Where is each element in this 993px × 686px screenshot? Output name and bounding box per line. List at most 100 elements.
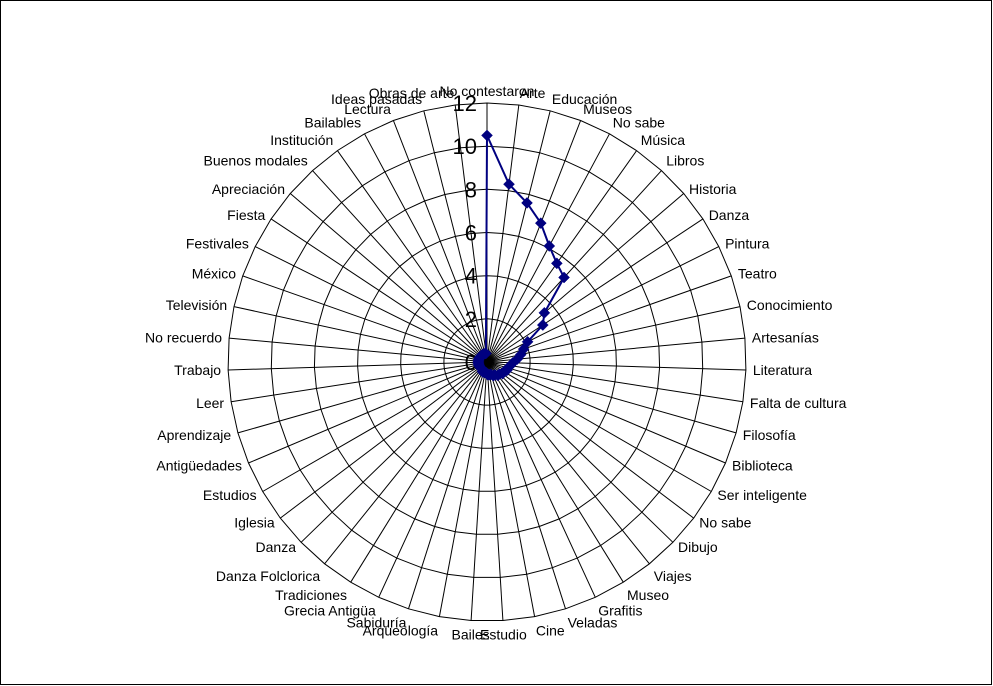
category-label: Pintura [725,235,770,251]
data-point [543,240,556,252]
category-label: Literatura [753,362,812,378]
spoke [254,246,488,363]
category-label: Veladas [568,615,618,631]
spoke [486,104,520,363]
spoke [486,361,737,434]
spoke [486,361,624,583]
spoke [454,104,488,363]
spoke [486,120,582,363]
category-label: Festivales [186,235,249,251]
gridline-10 [270,145,704,578]
spoke [486,193,685,363]
category-label: Bailes [452,627,490,643]
spoke [486,361,743,403]
spoke [486,361,695,519]
category-label: Sabiduría [346,615,406,631]
category-label: Historia [689,181,737,197]
category-label: México [192,266,237,282]
category-label: Cine [536,623,565,639]
spoke [262,361,488,492]
spoke [324,361,488,565]
spoke [270,218,488,363]
gridline-12 [227,102,747,621]
data-point [538,306,551,319]
spoke [289,193,488,363]
spoke [470,361,488,621]
spoke [486,170,662,363]
category-label: Ser inteligente [717,487,807,503]
spoke [242,275,488,363]
category-label: Bailables [304,115,361,131]
spoke [486,361,674,543]
tick-labels: 0 2 4 6 8 10 12 [453,91,477,375]
spoke [364,133,488,363]
category-label: Libros [666,152,704,168]
spoke [248,361,488,464]
data-point [521,197,533,209]
category-label: Museo [627,587,669,603]
category-label: Buenos modales [204,152,308,168]
data-point [480,347,492,360]
category-label: Grafitis [598,603,642,619]
spoke [486,361,566,609]
category-label: No recuerdo [145,330,222,346]
spoke [392,120,488,363]
category-label: Educación [552,91,617,107]
spoke [231,361,488,403]
spoke [486,361,726,464]
category-label: No sabe [699,514,751,530]
tick-label: 2 [465,307,477,332]
spoke [486,306,741,363]
spoke [408,361,488,609]
category-label: No contestaron [440,83,535,99]
gridline-8 [313,188,661,535]
gridline-4 [400,275,574,449]
category-label: Teatro [738,266,777,282]
category-label: Grecia Antigüa [284,603,376,619]
spoke [350,361,488,583]
spoke [279,361,488,519]
tick-label: 10 [453,134,477,159]
category-label: Apreciación [212,181,285,197]
spoke [486,361,746,371]
data-point [550,257,563,270]
category-label: Estudio [480,627,527,643]
spoke [300,361,488,543]
category-label: Viajes [654,568,692,584]
spoke [486,110,551,363]
spoke [312,170,488,363]
category-label: Artesanías [752,330,819,346]
tick-label: 8 [465,177,477,202]
category-label: Iglesia [234,514,275,530]
category-label: Institución [270,132,333,148]
gridline-6 [357,231,617,492]
spoke [486,361,650,565]
category-label: No sabe [613,115,665,131]
category-label: Dibujo [678,539,718,555]
spoke [486,218,704,363]
grid-layer [227,102,747,621]
category-label: Trabajo [174,362,221,378]
spoke [486,361,504,621]
category-label: Fiesta [227,207,265,223]
category-label: Falta de cultura [750,395,847,411]
category-label: Conocimiento [747,297,833,313]
spoke [237,361,488,434]
category-label: Música [641,132,686,148]
spoke [423,110,488,363]
spoke [486,337,745,363]
spoke [486,361,712,492]
category-label: Arqueología [363,623,439,639]
spoke [228,361,488,371]
spoke [486,246,720,363]
category-label: Televisión [166,297,227,313]
category-label: Leer [196,395,224,411]
data-point [534,217,547,229]
spoke [233,306,488,363]
category-label: Danza [709,207,750,223]
category-label: Antigüedades [156,458,242,474]
tick-label: 4 [465,264,477,289]
